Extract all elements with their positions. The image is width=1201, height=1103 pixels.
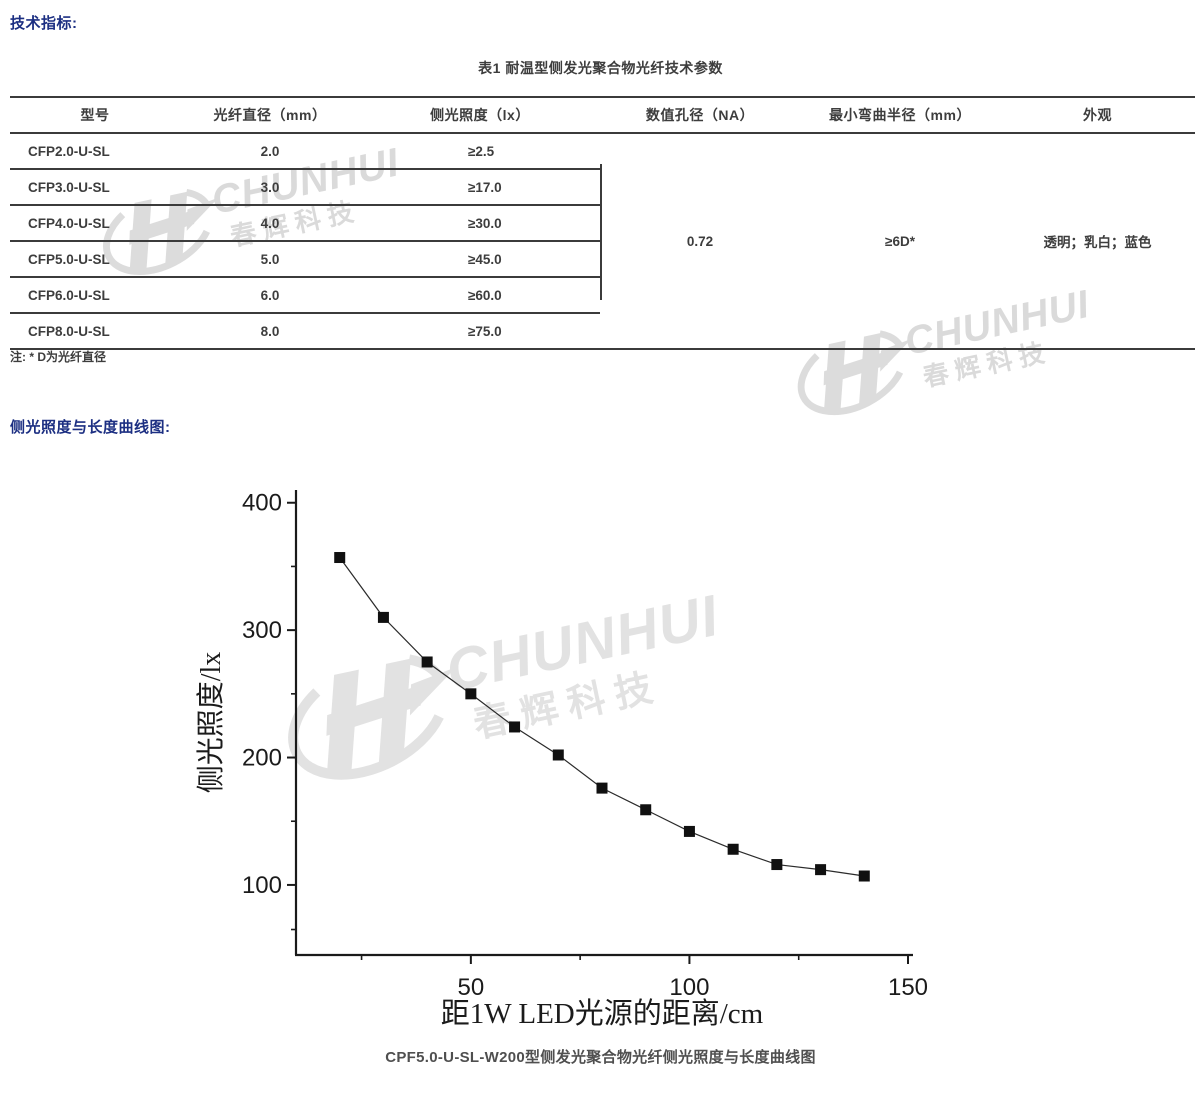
table-cell: 6.0 [180, 277, 360, 314]
y-tick-label: 100 [242, 872, 282, 899]
col-header-bend-radius: 最小弯曲半径（mm） [800, 96, 1000, 134]
col-header-na: 数值孔径（NA） [600, 96, 800, 134]
col-header-illuminance: 侧光照度（lx） [360, 96, 600, 134]
table-cell: 4.0 [180, 205, 360, 242]
data-point-marker [334, 552, 346, 564]
table-cell: CFP4.0-U-SL [10, 205, 180, 242]
data-point-marker [465, 688, 477, 700]
y-tick-label: 300 [242, 617, 282, 644]
x-tick-label: 100 [669, 974, 709, 1001]
col-header-model: 型号 [10, 96, 180, 134]
col-header-diameter: 光纤直径（mm） [180, 96, 360, 134]
data-point-marker [552, 749, 564, 761]
table-cell: ≥2.5 [360, 133, 600, 170]
table-cell: ≥75.0 [360, 313, 600, 350]
cell-numerical-aperture: 0.72 [600, 133, 800, 350]
table-row: CFP5.0-U-SL 5.0 ≥45.0 [10, 241, 1195, 278]
table-title: 表1 耐温型侧发光聚合物光纤技术参数 [478, 60, 723, 76]
table-vertical-divider [600, 164, 602, 300]
y-axis-label: 侧光照度/lx [195, 652, 227, 794]
illuminance-distance-chart: 100 200 300 400 50 100 150 侧光照度/lx 距1W LED光源的距离/… [195, 490, 928, 1030]
table-cell: CFP8.0-U-SL [10, 313, 180, 350]
table-row: CFP2.0-U-SL 2.0 ≥2.5 0.72 ≥6D* 透明；乳白；蓝色 [10, 133, 1195, 350]
col-header-appearance: 外观 [1000, 96, 1195, 134]
chunhui-logo-icon: CHUNHUI 春辉科技 [288, 595, 725, 780]
table-cell: ≥30.0 [360, 205, 600, 242]
table-cell: ≥17.0 [360, 169, 600, 206]
table-body: CFP2.0-U-SL 2.0 ≥2.5 0.72 ≥6D* 透明；乳白；蓝色 CFP3.0… [10, 133, 1195, 350]
spec-table: 型号 光纤直径（mm） 侧光照度（lx） 数值孔径（NA） 最小弯曲半径（mm）… [10, 96, 1195, 350]
data-point-marker [858, 870, 870, 882]
x-tick-label: 50 [458, 974, 485, 1001]
data-point-marker [596, 782, 608, 794]
data-series-line [339, 557, 865, 877]
table-row: CFP3.0-U-SL 3.0 ≥17.0 [10, 169, 1195, 206]
data-point-marker [727, 843, 739, 855]
section-heading-specs: 技术指标: [10, 15, 78, 32]
table-cell: CFP6.0-U-SL [10, 277, 180, 314]
x-tick-label: 150 [888, 974, 928, 1001]
data-point-marker [421, 656, 433, 668]
data-point-marker [640, 804, 652, 816]
table-header-row: 型号 光纤直径（mm） 侧光照度（lx） 数值孔径（NA） 最小弯曲半径（mm）… [10, 96, 1195, 134]
table-cell: 3.0 [180, 169, 360, 206]
data-point-marker [683, 825, 695, 837]
table-cell: 2.0 [180, 133, 360, 170]
table-cell: CFP2.0-U-SL [10, 133, 180, 170]
section-heading-curve: 侧光照度与长度曲线图: [10, 419, 171, 436]
y-tick-label: 400 [242, 490, 282, 517]
cell-min-bend-radius: ≥6D* [800, 133, 1000, 350]
data-point-marker [771, 859, 783, 871]
cell-appearance: 透明；乳白；蓝色 [1000, 133, 1195, 350]
table-row: CFP8.0-U-SL 8.0 ≥75.0 [10, 313, 1195, 350]
x-axis-label: 距1W LED光源的距离/cm [441, 997, 764, 1030]
table-cell: ≥45.0 [360, 241, 600, 278]
table-row: CFP6.0-U-SL 6.0 ≥60.0 [10, 277, 1195, 314]
table-cell: CFP5.0-U-SL [10, 241, 180, 278]
data-point-marker [509, 721, 521, 733]
table-footnote: 注: * D为光纤直径 [10, 350, 107, 364]
data-point-marker [377, 611, 389, 623]
table-cell: 8.0 [180, 313, 360, 350]
table-cell: 5.0 [180, 241, 360, 278]
table-row: CFP4.0-U-SL 4.0 ≥30.0 [10, 205, 1195, 242]
table-cell: CFP3.0-U-SL [10, 169, 180, 206]
y-tick-label: 200 [242, 745, 282, 772]
chart-caption: CPF5.0-U-SL-W200型侧发光聚合物光纤侧光照度与长度曲线图 [385, 1049, 816, 1066]
table-cell: ≥60.0 [360, 277, 600, 314]
data-point-marker [815, 864, 827, 876]
chunhui-watermark-logo: CHUNHUI 春辉科技 [262, 595, 742, 784]
